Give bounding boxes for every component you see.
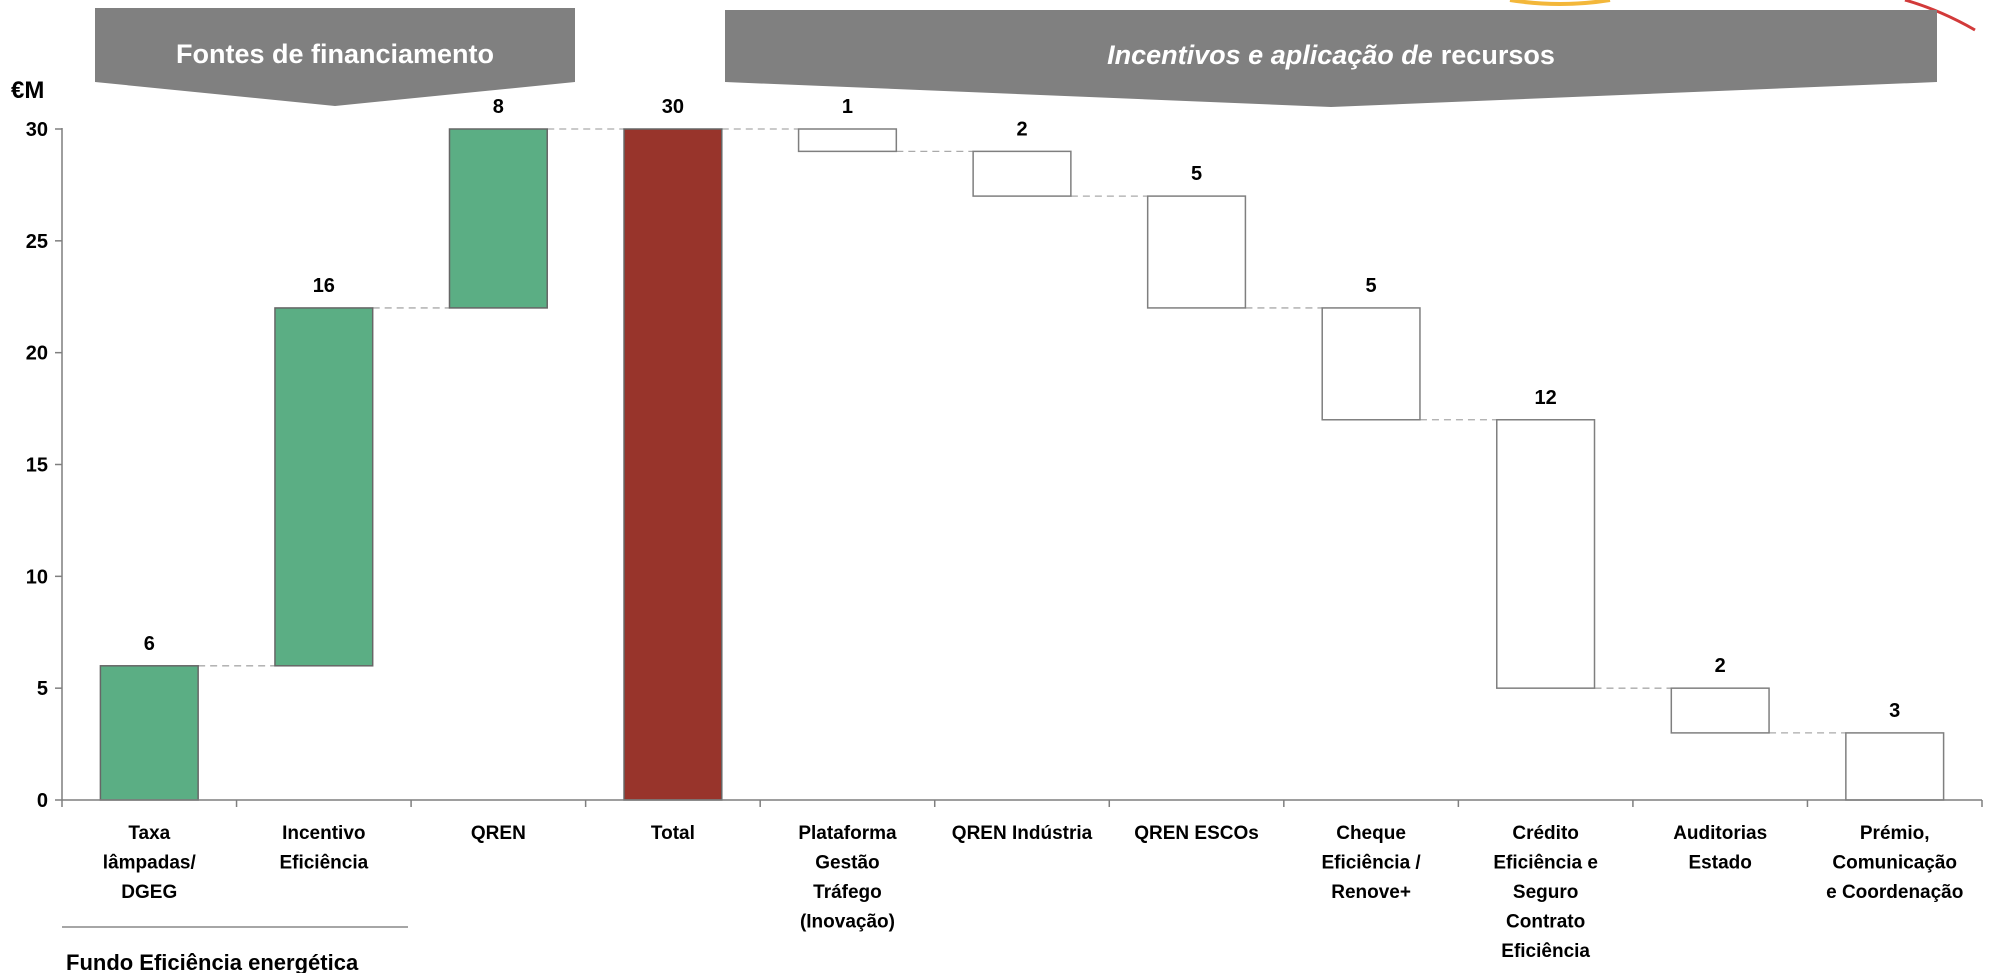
- data-label: 16: [313, 275, 335, 297]
- y-tick-label: 0: [37, 790, 48, 812]
- uses-banner-title: Incentivos e aplicação de recursos: [1107, 40, 1555, 70]
- y-tick-label: 20: [26, 343, 48, 365]
- x-category-label-line: QREN: [471, 823, 526, 844]
- uses-banner-italic: Incentivos e aplicação de: [1107, 40, 1433, 70]
- data-label: 30: [662, 96, 684, 118]
- x-category-label-line: Estado: [1689, 853, 1752, 874]
- x-category-label-line: Tráfego: [813, 882, 882, 903]
- x-category-label: Incentivo Eficiência: [279, 823, 368, 874]
- x-category-label-line: Plataforma: [798, 823, 897, 844]
- x-category-label: Crédito Eficiência e Seguro Contrato Eficiên…: [1493, 823, 1598, 962]
- x-category-label: QREN ESCOs: [1134, 823, 1259, 844]
- y-tick-label: 5: [37, 678, 48, 700]
- x-category-label-line: DGEG: [121, 882, 177, 903]
- x-category-label-line: Cheque: [1336, 823, 1406, 844]
- bar-use: [972, 150, 1072, 197]
- sources-banner-title: Fontes de financiamento: [176, 39, 494, 69]
- axes-group: [55, 128, 1983, 807]
- y-tick-label: 15: [26, 455, 48, 477]
- bar-source: [99, 665, 199, 801]
- y-tick-label: 10: [26, 566, 48, 588]
- x-category-label-line: Prémio,: [1860, 823, 1930, 844]
- x-category-label-line: QREN Indústria: [952, 823, 1093, 844]
- sources-banner: [95, 8, 575, 106]
- x-category-label-line: Incentivo: [282, 823, 365, 844]
- footer-label: Fundo Eficiência energética: [66, 950, 359, 973]
- x-category-label: QREN Indústria: [952, 823, 1093, 844]
- bar-use: [1845, 732, 1945, 801]
- x-category-label-line: QREN ESCOs: [1134, 823, 1259, 844]
- data-label: 1: [842, 96, 853, 118]
- x-category-label-line: Eficiência /: [1321, 853, 1421, 874]
- x-category-label-line: e Coordenação: [1826, 882, 1963, 903]
- x-category-label-line: Seguro: [1513, 882, 1578, 903]
- x-category-label-line: Eficiência: [279, 853, 368, 874]
- bar-use: [1146, 195, 1247, 309]
- data-label: 12: [1535, 387, 1557, 409]
- bar-total: [623, 128, 723, 801]
- x-category-label: Plataforma Gestão Tráfego (Inovação): [798, 823, 897, 933]
- logo-arc-decoration: [1509, 0, 1611, 6]
- x-category-label: Taxa lâmpadas/DGEG: [103, 823, 197, 903]
- x-category-label-line: lâmpadas/: [103, 853, 197, 874]
- x-category-label-line: Comunicação: [1832, 853, 1957, 874]
- x-category-label: QREN: [471, 823, 526, 844]
- x-category-label: Prémio, Comunicação e Coordenação: [1826, 823, 1963, 903]
- data-label: 2: [1016, 118, 1027, 140]
- x-category-label-line: Auditorias: [1673, 823, 1767, 844]
- x-category-label-line: Crédito: [1512, 823, 1579, 844]
- data-label: 8: [493, 96, 504, 118]
- bar-source: [274, 307, 374, 667]
- x-category-label-line: Eficiência e: [1493, 853, 1598, 874]
- bar-use: [1321, 307, 1421, 421]
- connector-lines: [198, 128, 1846, 734]
- x-category-label: Auditorias Estado: [1673, 823, 1767, 874]
- data-label: 5: [1191, 163, 1202, 185]
- x-category-label-line: Gestão: [815, 853, 879, 874]
- uses-banner-normal: recursos: [1441, 40, 1555, 70]
- bars-group: [99, 128, 1945, 801]
- logo-swoosh-decoration: [1904, 0, 1976, 32]
- x-category-label-line: Renove+: [1331, 882, 1411, 903]
- bar-source: [448, 128, 548, 309]
- x-category-label: Total: [651, 823, 695, 844]
- data-label: 2: [1715, 655, 1726, 677]
- bar-use: [1670, 687, 1770, 734]
- data-label: 5: [1366, 275, 1377, 297]
- x-category-label-line: Contrato: [1506, 912, 1585, 933]
- x-category-label-line: Total: [651, 823, 695, 844]
- y-axis-unit-label: €M: [11, 77, 44, 104]
- y-tick-label: 30: [26, 119, 48, 141]
- data-label: 6: [144, 633, 155, 655]
- y-tick-label: 25: [26, 231, 48, 253]
- x-category-label-line: Eficiência: [1501, 941, 1590, 962]
- data-label: 3: [1889, 700, 1900, 722]
- bar-use: [797, 128, 898, 153]
- x-category-label: Cheque Eficiência / Renove+: [1321, 823, 1421, 903]
- x-category-label-line: Taxa: [128, 823, 170, 844]
- bar-use: [1496, 419, 1596, 689]
- uses-banner: [725, 10, 1937, 107]
- x-category-label-line: (Inovação): [800, 912, 895, 933]
